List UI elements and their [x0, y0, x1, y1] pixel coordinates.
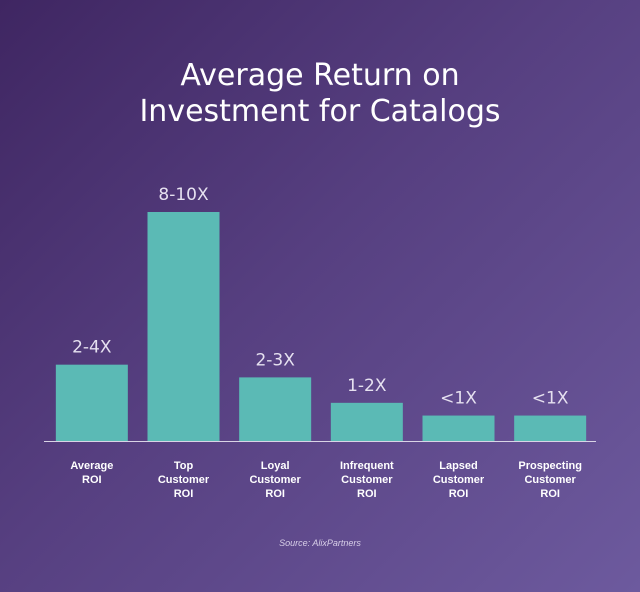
category-label-1-line-2: ROI: [82, 474, 102, 486]
bar-5: [422, 415, 495, 441]
bar-6: [514, 415, 587, 441]
bar-value-label-6: <1X: [532, 389, 569, 409]
source-note: Source: AlixPartners: [279, 538, 361, 548]
category-label-3-line-1: Loyal: [261, 460, 290, 472]
category-label-6-line-3: ROI: [540, 488, 560, 500]
bar-value-label-3: 2-3X: [255, 350, 295, 370]
category-label-2-line-2: Customer: [158, 474, 210, 486]
category-label-5-line-1: Lapsed: [439, 460, 478, 472]
bar-1: [55, 364, 128, 441]
category-label-2-line-1: Top: [174, 460, 194, 472]
bar-2: [147, 212, 220, 441]
chart-title-line-1: Average Return on: [180, 58, 460, 93]
bar-4: [330, 402, 403, 441]
bar-value-label-1: 2-4X: [72, 338, 112, 358]
category-label-4-line-3: ROI: [357, 488, 377, 500]
category-label-6-line-2: Customer: [524, 474, 576, 486]
category-label-6-line-1: Prospecting: [518, 460, 582, 472]
category-label-3-line-2: Customer: [249, 474, 301, 486]
category-label-1-line-1: Average: [70, 460, 113, 472]
category-label-5-line-2: Customer: [433, 474, 485, 486]
bar-3: [239, 377, 312, 441]
category-label-5-line-3: ROI: [449, 488, 469, 500]
chart-title-line-2: Investment for Catalogs: [139, 94, 501, 129]
category-label-3-line-3: ROI: [265, 488, 285, 500]
category-label-4-line-2: Customer: [341, 474, 393, 486]
bar-value-label-4: 1-2X: [347, 376, 387, 396]
bar-value-label-2: 8-10X: [158, 185, 209, 205]
category-label-2-line-3: ROI: [174, 488, 194, 500]
bar-value-label-5: <1X: [440, 389, 477, 409]
category-label-4-line-1: Infrequent: [340, 460, 394, 472]
